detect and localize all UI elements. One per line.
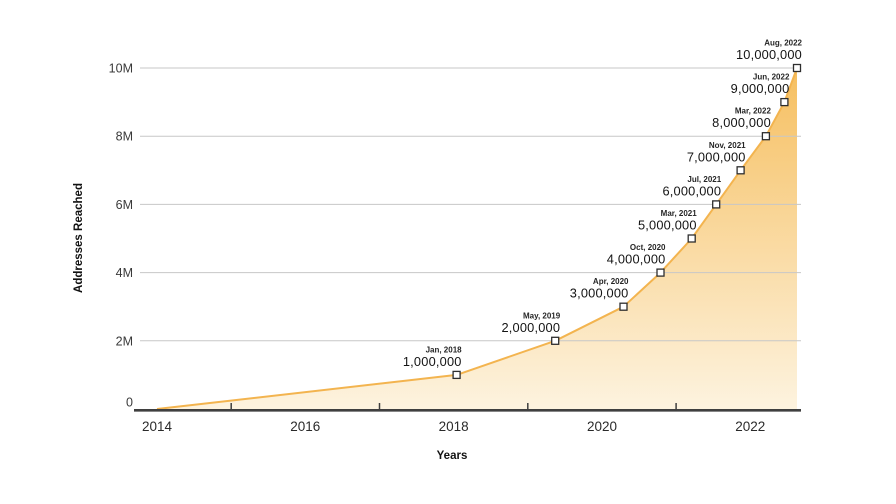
y-tick-label: 6M bbox=[116, 198, 133, 212]
data-point-marker bbox=[687, 234, 696, 243]
y-axis-title: Addresses Reached bbox=[73, 183, 85, 293]
y-tick-label: 4M bbox=[116, 266, 133, 280]
data-point-marker bbox=[736, 166, 745, 175]
data-point-marker bbox=[792, 63, 802, 73]
y-tick-label: 8M bbox=[116, 130, 133, 144]
point-date-label: Apr, 2020 bbox=[593, 277, 629, 286]
point-value-label: 8,000,000 bbox=[712, 115, 771, 130]
data-point-marker bbox=[551, 336, 560, 345]
point-date-label: Aug, 2022 bbox=[764, 39, 802, 48]
x-tick-label: 2020 bbox=[587, 419, 617, 434]
point-value-label: 9,000,000 bbox=[731, 81, 790, 96]
data-point-marker bbox=[712, 200, 721, 209]
point-date-label: May, 2019 bbox=[523, 311, 561, 320]
data-point-marker bbox=[761, 132, 771, 141]
point-value-label: 6,000,000 bbox=[662, 183, 721, 198]
data-point-marker bbox=[780, 97, 789, 107]
data-point-marker bbox=[452, 370, 461, 380]
point-value-label: 2,000,000 bbox=[501, 320, 560, 335]
point-date-label: Jun, 2022 bbox=[753, 73, 790, 82]
x-tick-label: 2018 bbox=[439, 419, 469, 434]
point-date-label: Oct, 2020 bbox=[630, 243, 666, 252]
point-value-label: 7,000,000 bbox=[687, 149, 746, 164]
x-tick-label: 2016 bbox=[290, 419, 320, 434]
y-tick-label: 10M bbox=[109, 62, 133, 76]
y-tick-label: 0 bbox=[126, 396, 133, 410]
point-value-label: 4,000,000 bbox=[607, 252, 666, 267]
point-date-label: Mar, 2021 bbox=[661, 209, 698, 218]
data-point-marker bbox=[656, 268, 665, 277]
area-fill bbox=[157, 68, 797, 409]
point-value-label: 3,000,000 bbox=[570, 286, 629, 301]
point-date-label: Mar, 2022 bbox=[735, 107, 772, 116]
y-tick-label: 2M bbox=[116, 334, 133, 348]
point-value-label: 10,000,000 bbox=[736, 47, 802, 62]
point-value-label: 1,000,000 bbox=[403, 354, 462, 369]
point-date-label: Jan, 2018 bbox=[426, 345, 463, 354]
point-value-label: 5,000,000 bbox=[638, 218, 697, 233]
point-date-label: Nov, 2021 bbox=[709, 141, 746, 150]
x-tick-label: 2022 bbox=[735, 419, 765, 434]
x-tick-label: 2014 bbox=[142, 419, 173, 434]
data-point-marker bbox=[619, 302, 628, 311]
point-date-label: Jul, 2021 bbox=[687, 175, 721, 184]
x-axis-title: Years bbox=[436, 450, 468, 462]
